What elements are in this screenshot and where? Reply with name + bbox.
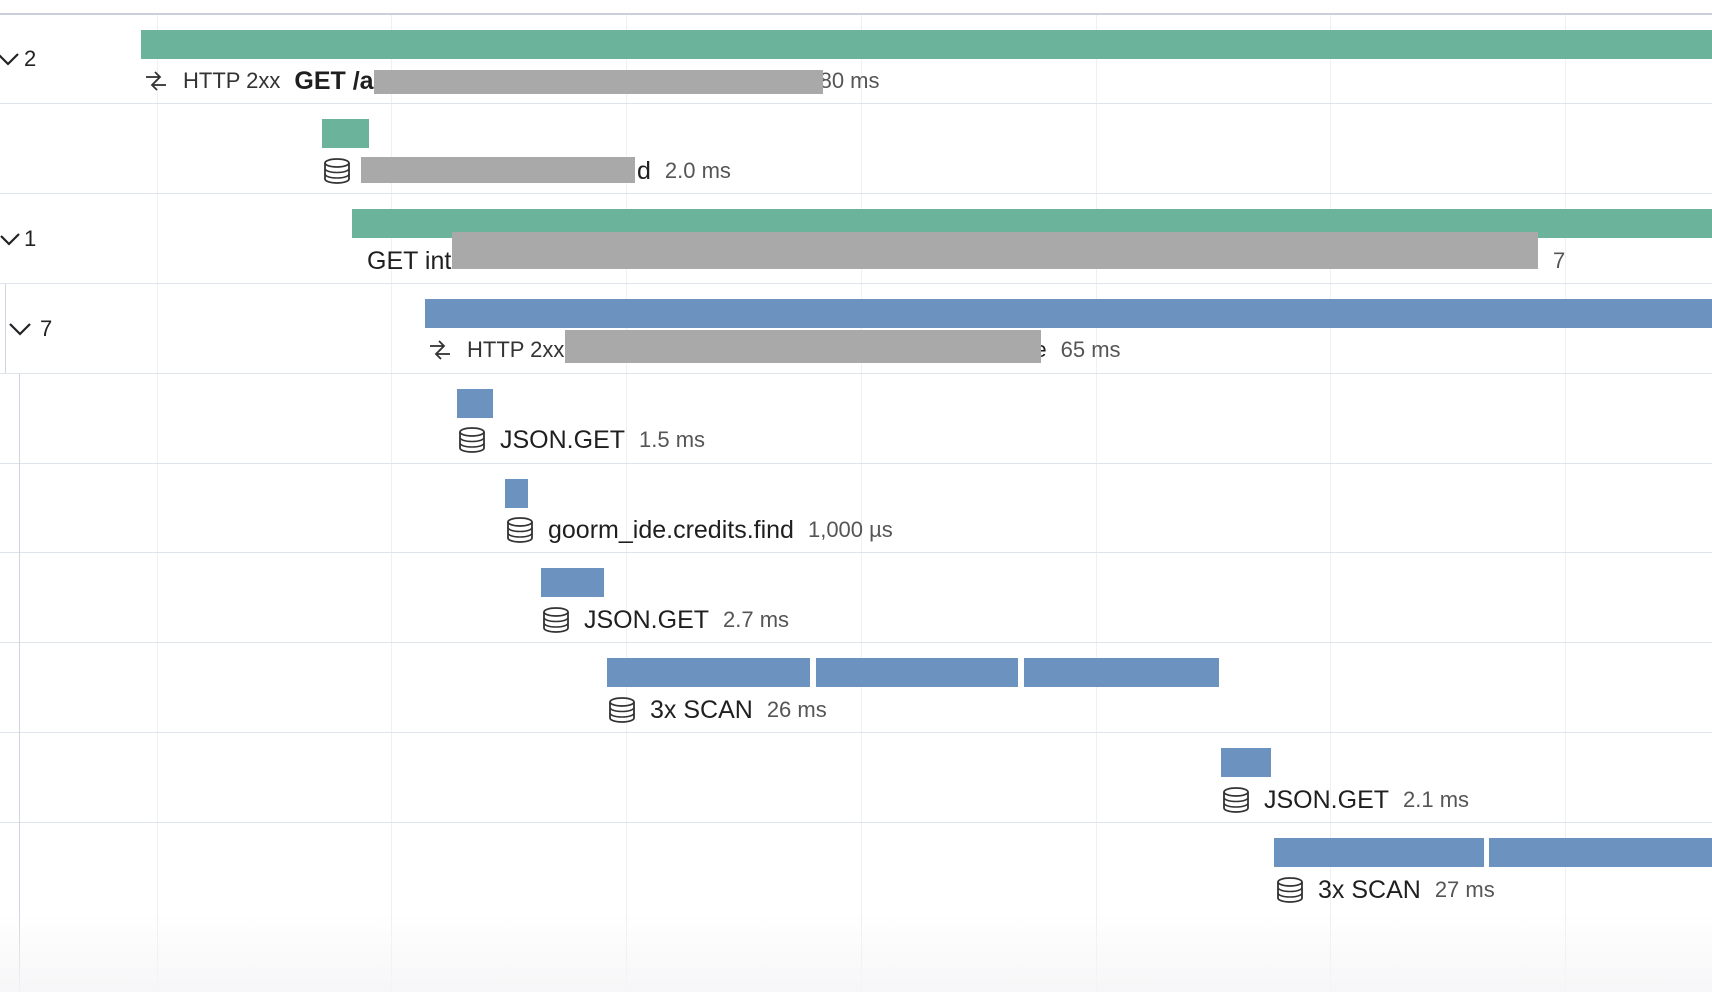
child-count: 1 <box>24 226 37 251</box>
span-duration: 1,000 µs <box>807 517 893 542</box>
span-bar-segment[interactable] <box>1274 838 1484 867</box>
row-separator <box>0 373 1712 374</box>
chevron-down-icon <box>9 323 31 336</box>
database-icon <box>609 697 635 723</box>
grid-line <box>1330 15 1331 992</box>
redaction-box <box>361 157 635 183</box>
row-separator <box>0 552 1712 553</box>
span-bar[interactable] <box>541 568 604 597</box>
span-duration: 65 ms <box>1060 337 1121 362</box>
span-name: GET int <box>367 246 452 275</box>
redaction-box <box>565 330 1041 363</box>
span-bar[interactable] <box>322 119 369 148</box>
grid-line <box>626 15 627 992</box>
bottom-fade <box>0 912 1712 992</box>
tree-guide-line <box>5 284 6 373</box>
expand-toggle[interactable]: 7 <box>8 316 52 342</box>
database-icon <box>507 517 533 543</box>
child-count: 2 <box>24 46 37 71</box>
span-label[interactable]: HTTP 2xx GET /a 80 ms <box>143 66 880 96</box>
timeline-top-rule <box>0 13 1712 15</box>
span-name: JSON.GET <box>584 605 710 634</box>
row-separator <box>0 642 1712 643</box>
span-duration: 80 ms <box>819 68 880 93</box>
span-name: 3x SCAN <box>650 695 753 724</box>
span-label[interactable]: JSON.GET 2.1 ms <box>1222 785 1469 815</box>
row-separator <box>0 103 1712 104</box>
chevron-down-icon <box>0 53 19 66</box>
span-label[interactable]: 3x SCAN 26 ms <box>608 695 827 725</box>
span-label[interactable]: JSON.GET 1.5 ms <box>458 425 705 455</box>
span-name: JSON.GET <box>1264 785 1390 814</box>
row-separator <box>0 822 1712 823</box>
span-bar-segment[interactable] <box>1024 658 1219 687</box>
span-bar[interactable] <box>505 479 528 508</box>
grid-line <box>1096 15 1097 992</box>
span-duration: 2.7 ms <box>723 607 790 632</box>
redaction-box <box>374 70 823 94</box>
span-label[interactable]: GET int <box>367 246 451 276</box>
expand-toggle[interactable]: 2 <box>0 46 36 72</box>
database-icon <box>1277 877 1303 903</box>
row-separator <box>0 463 1712 464</box>
span-bar[interactable] <box>1221 748 1271 777</box>
child-count: 7 <box>40 316 53 341</box>
redaction-box <box>452 232 1538 269</box>
span-name: 3x SCAN <box>1318 875 1421 904</box>
span-duration: 26 ms <box>766 697 827 722</box>
span-bar[interactable] <box>425 299 1712 328</box>
span-duration-wrap: 7 <box>1553 246 1565 276</box>
span-duration: 7 <box>1553 248 1566 273</box>
span-label[interactable]: d 2.0 ms <box>323 156 731 186</box>
span-bar[interactable] <box>141 30 1712 59</box>
span-label[interactable]: goorm_ide.credits.find 1,000 µs <box>506 515 893 545</box>
span-name: GET /a <box>294 66 374 95</box>
http-arrows-icon <box>430 340 450 360</box>
database-icon <box>459 427 485 453</box>
span-duration: 1.5 ms <box>639 427 706 452</box>
database-icon <box>324 158 350 184</box>
grid-line <box>391 15 392 992</box>
row-separator <box>0 193 1712 194</box>
span-duration: 2.1 ms <box>1403 787 1470 812</box>
grid-line <box>861 15 862 992</box>
span-bar-segment[interactable] <box>607 658 810 687</box>
database-icon <box>543 607 569 633</box>
span-bar[interactable] <box>457 389 493 418</box>
tree-guide-line <box>19 374 20 992</box>
http-status: HTTP 2xx <box>183 68 281 93</box>
span-duration: 2.0 ms <box>664 158 731 183</box>
http-arrows-icon <box>146 71 166 91</box>
database-icon <box>1223 787 1249 813</box>
http-status: HTTP 2xx <box>467 337 565 362</box>
grid-line <box>157 15 158 992</box>
row-separator <box>0 283 1712 284</box>
span-name: goorm_ide.credits.find <box>548 515 794 544</box>
span-label[interactable]: JSON.GET 2.7 ms <box>542 605 789 635</box>
expand-toggle[interactable]: 1 <box>0 226 36 252</box>
chevron-down-icon <box>0 233 20 246</box>
span-bar-segment[interactable] <box>1489 838 1712 867</box>
grid-line <box>1565 15 1566 992</box>
span-duration: 27 ms <box>1434 877 1495 902</box>
span-label[interactable]: 3x SCAN 27 ms <box>1276 875 1495 905</box>
span-name: JSON.GET <box>500 425 626 454</box>
span-bar-segment[interactable] <box>816 658 1018 687</box>
row-separator <box>0 732 1712 733</box>
span-name: d <box>637 156 651 185</box>
